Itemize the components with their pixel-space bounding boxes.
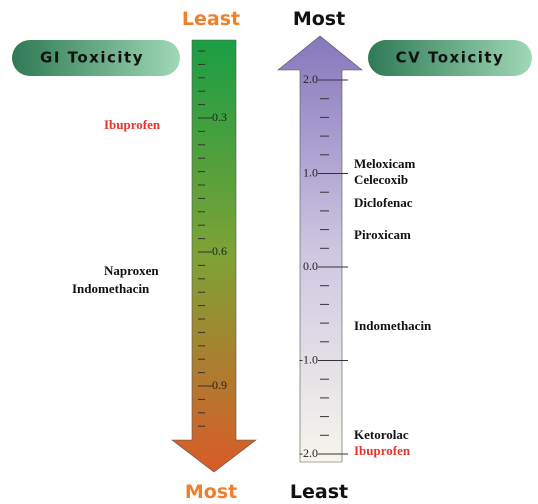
- drug-label: Naproxen: [104, 263, 159, 278]
- cv-bottom-label: Least: [290, 481, 348, 503]
- gi-bottom-label: Most: [185, 481, 237, 503]
- tick-label: 1.0: [303, 165, 318, 179]
- cv-arrow: [277, 35, 363, 463]
- drug-label: Indomethacin: [354, 318, 432, 333]
- gi-top-label: Least: [182, 8, 240, 30]
- cv-badge-label: CV Toxicity: [396, 49, 505, 67]
- tick-label: 0.9: [212, 378, 227, 392]
- drug-label: Ibuprofen: [354, 443, 411, 458]
- cv-top-label: Most: [293, 8, 345, 30]
- drug-label: Meloxicam: [354, 156, 416, 171]
- drug-label: Ibuprofen: [104, 117, 161, 132]
- drug-label: Diclofenac: [354, 195, 413, 210]
- gi-badge: [12, 40, 180, 76]
- tick-label: 0.0: [303, 259, 318, 273]
- tick-label: -2.0: [299, 446, 318, 460]
- cv-badge: [368, 40, 532, 76]
- drug-label: Piroxicam: [354, 227, 411, 242]
- tick-label: -1.0: [299, 352, 318, 366]
- tick-label: 0.6: [212, 244, 227, 258]
- drug-label: Celecoxib: [354, 172, 408, 187]
- gi-arrow: [171, 39, 257, 473]
- drug-label: Ketorolac: [354, 427, 409, 442]
- drug-label: Indomethacin: [72, 281, 150, 296]
- gi-badge-label: GI Toxicity: [40, 49, 144, 67]
- tick-label: 0.3: [212, 110, 227, 124]
- tick-label: 2.0: [303, 72, 318, 86]
